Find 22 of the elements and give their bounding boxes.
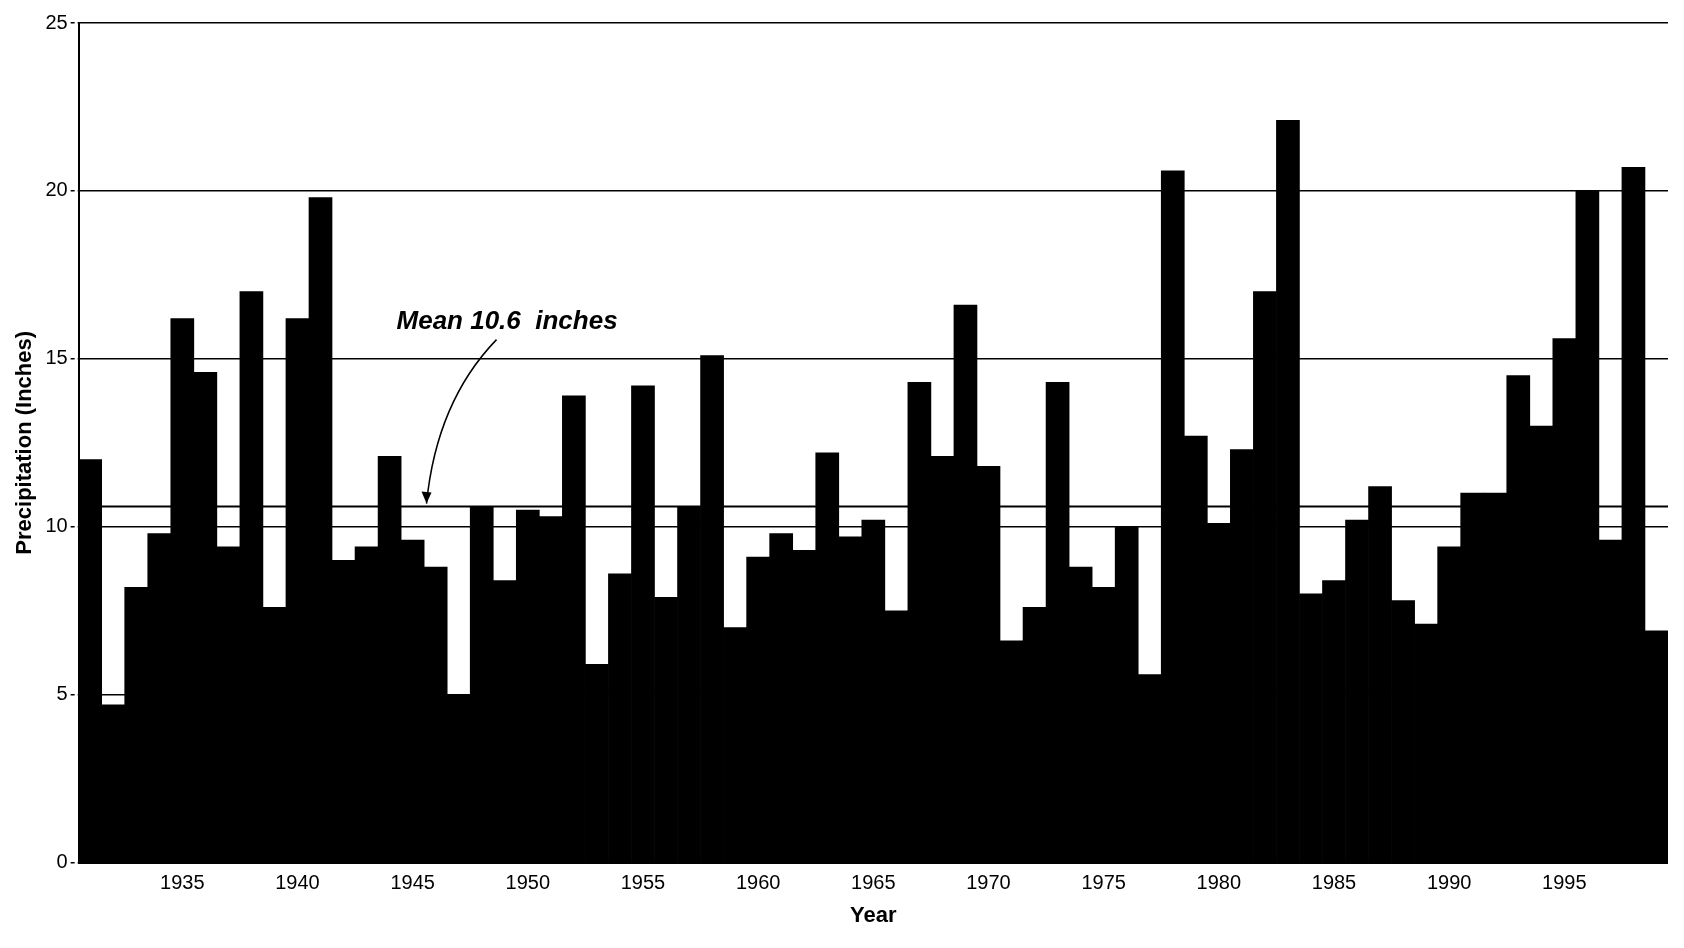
x-tick-label: 1995 [1542, 871, 1587, 894]
x-tick-label: 1940 [275, 871, 320, 894]
x-tick-label: 1945 [390, 871, 435, 894]
y-tick-label: 10 [45, 514, 68, 537]
x-tick-label: 1985 [1311, 871, 1357, 894]
y-tick-label: 0 [56, 850, 68, 873]
y-axis-title: Precipitation (Inches) [11, 330, 37, 555]
x-tick-label: 1935 [160, 871, 205, 894]
x-tick-label: 1990 [1426, 871, 1472, 894]
x-tick-label: 1950 [505, 871, 551, 894]
x-tick-label: 1975 [1081, 871, 1126, 894]
x-tick-label: 1955 [620, 871, 666, 894]
y-tick-label: 25 [45, 10, 68, 33]
x-tick-label: 1970 [966, 871, 1011, 894]
y-tick-label: 15 [45, 346, 68, 369]
ref-line-label: Mean 10.6 inches [396, 304, 618, 335]
x-tick-label: 1960 [735, 871, 781, 894]
x-tick-label: 1980 [1196, 871, 1242, 894]
x-tick-label: 1965 [851, 871, 896, 894]
y-tick-label: 20 [45, 178, 68, 201]
y-tick-label: 5 [56, 682, 68, 705]
x-axis-title: Year [850, 901, 897, 927]
